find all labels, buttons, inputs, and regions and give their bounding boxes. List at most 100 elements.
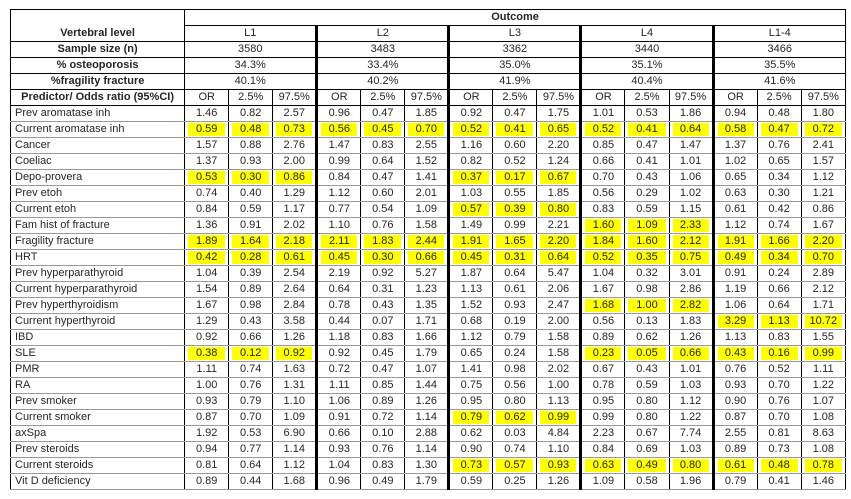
value: 0.81 xyxy=(195,459,218,471)
value: 2.12 xyxy=(672,235,709,248)
value: 0.73 xyxy=(453,459,490,472)
value: 0.66 xyxy=(672,347,709,360)
ci-low-cell: 0.30 xyxy=(228,169,274,186)
ci-low-cell: 0.53 xyxy=(228,425,274,442)
value: 1.26 xyxy=(415,395,438,407)
ci-high-cell: 2.00 xyxy=(272,153,318,170)
value: 0.92 xyxy=(195,331,218,343)
ci-low-cell: 0.62 xyxy=(492,409,538,426)
fragility-pct-L3: 41.9% xyxy=(447,73,582,90)
table-row: Prev hyperthyroidism 1.67 0.98 2.84 0.78 0.43… xyxy=(9,297,847,314)
value: 0.65 xyxy=(460,347,483,359)
ci-low-cell: 1.64 xyxy=(228,233,274,250)
value: 1.06 xyxy=(328,395,350,407)
value: 0.93 xyxy=(504,299,526,311)
value: 1.14 xyxy=(415,443,438,455)
or-cell: 0.52 xyxy=(579,121,626,138)
ci-high-cell: 0.66 xyxy=(668,345,714,362)
value: 1.92 xyxy=(195,427,218,439)
or-cell: 3.29 xyxy=(711,313,758,330)
or-cell: 0.91 xyxy=(315,409,362,426)
value: 0.34 xyxy=(760,251,798,264)
or-cell: 1.67 xyxy=(184,297,230,314)
value: 0.77 xyxy=(240,443,262,455)
ci-high-cell: 3.58 xyxy=(272,313,318,330)
value: 2.00 xyxy=(283,155,305,167)
ci-high-cell: 1.21 xyxy=(800,185,847,202)
table-row: Cancer 1.57 0.88 2.76 1.47 0.83 2.55 1.16 0.60 2.… xyxy=(9,137,847,154)
value: 2.41 xyxy=(812,139,835,151)
value: 0.42 xyxy=(188,251,226,264)
value: 0.96 xyxy=(328,475,350,487)
ci-high-cell: 1.96 xyxy=(668,473,714,490)
ci-high-cell: 1.17 xyxy=(272,201,318,218)
predictor-label: Prev steroids xyxy=(9,441,186,458)
value: 0.98 xyxy=(240,299,262,311)
value: 0.12 xyxy=(232,347,270,360)
ci-high-cell: 2.84 xyxy=(272,297,318,314)
value: 0.74 xyxy=(504,443,526,455)
value: 0.76 xyxy=(372,443,394,455)
ci-high-cell: 0.80 xyxy=(668,457,714,474)
ci-low-cell: 0.98 xyxy=(228,297,274,314)
value: 1.58 xyxy=(547,331,570,343)
value: 0.24 xyxy=(768,267,790,279)
value: 3.58 xyxy=(283,315,305,327)
value: 2.23 xyxy=(592,427,615,439)
ci-high-cell: 2.88 xyxy=(404,425,450,442)
value: 1.46 xyxy=(195,107,218,119)
odds-ratio-table: Vertebral level Outcome L1 L2 L3 L4 L1-4 Sam… xyxy=(9,9,847,490)
ci-high-cell: 1.08 xyxy=(800,441,847,458)
value: 4.84 xyxy=(547,427,570,439)
table-row: Fragility fracture 1.89 1.64 2.18 2.11 1.83 2.… xyxy=(9,233,847,250)
value: 1.71 xyxy=(415,315,438,327)
value: 1.13 xyxy=(724,331,747,343)
ci-low-cell: 0.98 xyxy=(624,281,670,298)
ci-high-cell: 0.75 xyxy=(668,249,714,266)
ci-high-cell: 2.02 xyxy=(536,361,582,378)
or-cell: 0.56 xyxy=(315,121,362,138)
ci-high-cell: 1.12 xyxy=(668,393,714,410)
or-cell: 1.12 xyxy=(447,329,494,346)
value: 2.02 xyxy=(283,219,305,231)
table-row: Prev steroids 0.94 0.77 1.14 0.93 0.76 1.14 0.9… xyxy=(9,441,847,458)
ci-high-cell: 1.26 xyxy=(536,473,582,490)
or-cell: 0.72 xyxy=(315,361,362,378)
ci-high-cell: 1.22 xyxy=(800,377,847,394)
value: 1.01 xyxy=(679,363,702,375)
value: 1.16 xyxy=(460,139,483,151)
predictor-label: Coeliac xyxy=(9,153,186,170)
ci-low-cell: 0.48 xyxy=(228,121,274,138)
ci-low-cell: 0.74 xyxy=(492,441,538,458)
value: 0.93 xyxy=(724,379,747,391)
ci-low-cell: 0.12 xyxy=(228,345,274,362)
predictor-label: Vit D deficiency xyxy=(9,473,186,490)
value: 1.00 xyxy=(547,379,570,391)
value: 0.66 xyxy=(408,251,445,264)
value: 1.30 xyxy=(415,459,438,471)
value: 2.54 xyxy=(283,267,305,279)
value: 0.30 xyxy=(232,171,270,184)
fragility-pct-L1-4: 41.6% xyxy=(711,73,847,90)
or-cell: 0.76 xyxy=(711,361,758,378)
ci-low-cell: 0.34 xyxy=(756,249,802,266)
value: 0.74 xyxy=(240,363,262,375)
value: 0.83 xyxy=(372,459,394,471)
fragility-pct-L2: 40.2% xyxy=(315,73,450,90)
ci-high-cell: 1.79 xyxy=(404,473,450,490)
or-cell: 1.13 xyxy=(447,281,494,298)
value: 1.26 xyxy=(547,475,570,487)
value: 0.47 xyxy=(372,107,394,119)
ci-low-cell: 0.59 xyxy=(228,201,274,218)
ci-low-cell: 0.98 xyxy=(492,361,538,378)
ci-low-cell: 0.76 xyxy=(756,137,802,154)
value: 0.78 xyxy=(328,299,350,311)
or-cell: 0.90 xyxy=(711,393,758,410)
ci-high-cell: 2.47 xyxy=(536,297,582,314)
ci-low-cell: 0.60 xyxy=(360,185,406,202)
ci-low-cell: 0.40 xyxy=(228,185,274,202)
predictor-odds-ratio-header: Predictor/ Odds ratio (95%CI) xyxy=(9,89,186,106)
ci-high-cell: 5.47 xyxy=(536,265,582,282)
value: 0.76 xyxy=(768,139,790,151)
outcome-row: Vertebral level Outcome xyxy=(9,9,846,42)
